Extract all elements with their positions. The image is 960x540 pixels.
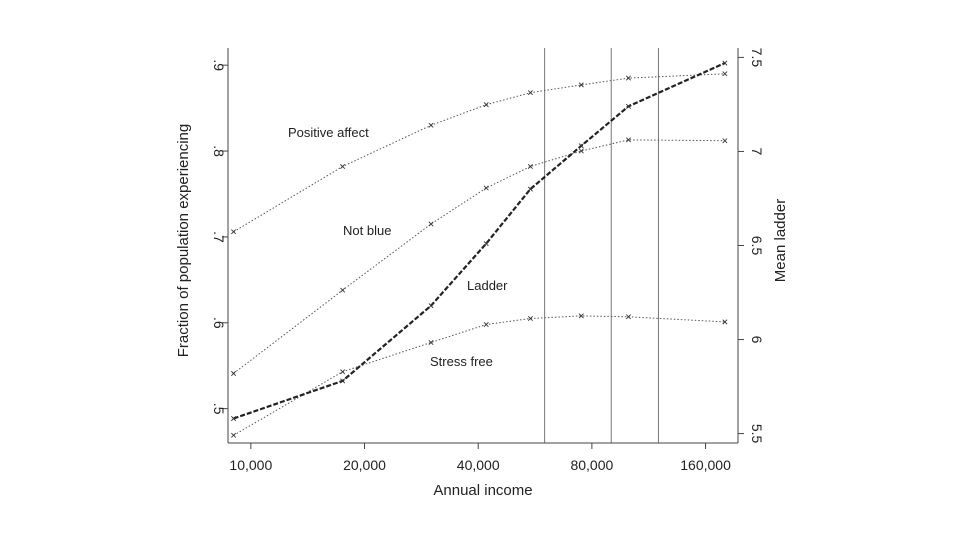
point-mark	[722, 71, 728, 77]
point-mark	[428, 122, 434, 128]
reference-lines	[544, 48, 659, 443]
point-mark	[483, 241, 489, 247]
point-mark	[231, 370, 237, 376]
x-axis-title: Annual income	[433, 482, 532, 499]
series-line-not-blue	[233, 139, 725, 374]
data-point	[578, 148, 584, 154]
point-mark	[428, 340, 434, 346]
labels-layer: Annual income Fraction of population exp…	[175, 124, 789, 499]
point-mark	[625, 137, 631, 143]
series-line-positive-affect	[233, 73, 725, 233]
right-y-tick-label: 6	[749, 336, 765, 344]
data-point	[527, 315, 533, 322]
data-point	[428, 122, 434, 128]
series-label-not-blue: Not blue	[343, 223, 391, 238]
point-mark	[578, 143, 584, 149]
data-point	[231, 370, 237, 376]
data-point	[722, 60, 728, 66]
point-mark	[578, 148, 584, 154]
point-mark	[625, 103, 631, 109]
left-y-tick-label: .5	[211, 403, 227, 415]
point-mark	[722, 138, 728, 144]
data-point	[340, 378, 346, 384]
point-mark	[340, 378, 346, 384]
data-point	[340, 163, 346, 170]
point-mark	[483, 102, 489, 108]
data-point	[231, 432, 237, 438]
point-mark	[527, 90, 533, 96]
series-label-stress-free: Stress free	[430, 354, 493, 369]
point-mark	[578, 313, 584, 319]
right-y-axis-title: Mean ladder	[772, 199, 789, 282]
data-point	[625, 75, 631, 81]
data-point	[483, 321, 489, 328]
data-point	[428, 303, 434, 309]
point-mark	[527, 186, 533, 192]
data-point	[340, 287, 346, 293]
series-label-ladder: Ladder	[467, 278, 508, 293]
series-line-stress-free	[233, 315, 725, 436]
x-tick-label: 20,000	[343, 457, 386, 473]
point-mark	[340, 287, 346, 293]
data-point	[527, 186, 533, 192]
data-point	[340, 369, 346, 375]
point-mark	[722, 60, 728, 66]
point-mark	[231, 229, 237, 235]
point-mark	[527, 315, 533, 322]
right-y-tick-label: 6.5	[749, 236, 765, 256]
data-point	[527, 163, 533, 170]
data-point	[428, 221, 434, 227]
data-point	[231, 229, 237, 235]
left-y-tick-label: .9	[211, 59, 227, 71]
data-point	[483, 185, 489, 191]
data-point	[625, 103, 631, 109]
point-mark	[625, 75, 631, 81]
left-y-tick-label: .6	[211, 317, 227, 329]
left-y-axis-title: Fraction of population experiencing	[175, 124, 192, 357]
series-layer	[231, 60, 728, 438]
point-mark	[483, 185, 489, 191]
data-point	[428, 340, 434, 346]
x-tick-label: 160,000	[680, 457, 731, 473]
data-point	[527, 90, 533, 96]
point-mark	[231, 432, 237, 438]
right-y-tick-label: 7.5	[749, 48, 765, 68]
ticks-layer: 10,000 20,000 40,000 80,000 160,000 .5 .6 .7 .8.…	[211, 48, 765, 473]
series-line-ladder	[233, 61, 726, 420]
x-tick-label: 80,000	[570, 457, 613, 473]
point-mark	[428, 221, 434, 227]
point-mark	[483, 321, 489, 328]
data-point	[722, 138, 728, 144]
data-point	[625, 137, 631, 143]
right-y-tick-label: 5.5	[749, 424, 765, 444]
data-point	[578, 143, 584, 149]
point-mark	[340, 369, 346, 375]
x-tick-label: 10,000	[229, 457, 272, 473]
data-point	[625, 314, 631, 320]
left-y-tick-label: .8	[211, 145, 227, 157]
point-mark	[578, 82, 584, 88]
point-mark	[340, 163, 346, 170]
plot-frame	[227, 48, 739, 444]
data-point	[483, 241, 489, 247]
data-point	[722, 71, 728, 77]
point-mark	[428, 303, 434, 309]
point-mark	[625, 314, 631, 320]
right-y-tick-label: 7	[749, 148, 765, 156]
data-point	[722, 319, 728, 325]
series-label-positive-affect: Positive affect	[288, 125, 369, 140]
data-point	[231, 416, 237, 422]
point-mark	[527, 163, 533, 170]
point-mark	[231, 416, 237, 422]
x-tick-label: 40,000	[457, 457, 500, 473]
data-point	[578, 313, 584, 319]
left-y-tick-label: .7	[211, 231, 227, 243]
data-point	[483, 102, 489, 108]
data-point	[578, 82, 584, 88]
point-mark	[722, 319, 728, 325]
